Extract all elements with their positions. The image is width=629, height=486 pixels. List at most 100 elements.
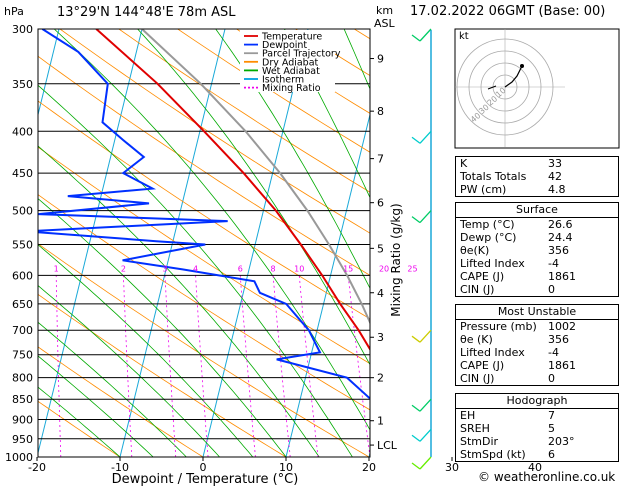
surface-row: CIN (J) 0 xyxy=(460,283,555,296)
km-tick-label: 9 xyxy=(377,53,384,66)
dry-adiabat-line xyxy=(38,400,121,457)
mixing-ratio-label: 20 xyxy=(379,264,389,273)
isotherm-line xyxy=(285,112,370,457)
isotherm-line xyxy=(202,29,309,457)
surface-row: Dewp (°C) 24.4 xyxy=(460,231,573,244)
hodo-row: EH 7 xyxy=(460,409,555,422)
pressure-tick-label: 900 xyxy=(12,414,33,427)
km-tick-label: LCL xyxy=(377,439,398,452)
pressure-tick-label: 700 xyxy=(12,324,33,337)
hodo-row: SREH 5 xyxy=(460,422,555,435)
km-tick-label: 3 xyxy=(377,331,384,344)
mixing-ratio-label: 3 xyxy=(162,264,167,273)
wet-adiabat-line xyxy=(284,29,370,199)
wind-barb xyxy=(419,130,432,144)
mixing-ratio-label: 4 xyxy=(193,264,198,273)
wind-barb xyxy=(419,28,432,42)
mixing-ratio-label: 10 xyxy=(294,264,304,273)
mixing-ratio-label: 2 xyxy=(121,264,126,273)
hodograph-unit-label: kt xyxy=(459,31,469,42)
wind-barb xyxy=(419,329,432,343)
altitude-axis: 9 8 7 6 5 4 3 2 1 LCL xyxy=(370,53,398,452)
date-header: 17.02.2022 06GMT (Base: 00) xyxy=(410,4,606,19)
wet-adiabat-line xyxy=(215,29,370,290)
km-tick-label: 7 xyxy=(377,153,384,166)
credit-text: © weatheronline.co.uk xyxy=(478,470,616,484)
profile-traces xyxy=(38,29,370,400)
wind-barb xyxy=(419,428,432,442)
km-tick-label: 5 xyxy=(377,242,384,255)
isotherm-line xyxy=(38,29,143,456)
mu-row: θe (K) 356 xyxy=(460,333,569,346)
index-row-pw: PW (cm) 4.8 xyxy=(460,183,566,196)
most-unstable-table: Most Unstable Pressure (mb) 1002 θe (K) 35… xyxy=(455,304,619,386)
legend-entry: Temperature xyxy=(261,32,322,43)
dry-adiabat-line xyxy=(38,55,370,276)
wet-adiabat-line xyxy=(38,321,187,457)
km-tick-label: 6 xyxy=(377,197,384,210)
surface-row: Lifted Index -4 xyxy=(460,257,559,270)
hpa-label: hPa xyxy=(4,5,24,18)
mixing-ratio-label: 6 xyxy=(238,264,243,273)
wind-barb-feather xyxy=(411,216,421,224)
mixing-ratio-line xyxy=(347,275,370,457)
x-tick-label: 0 xyxy=(200,461,207,474)
surface-header: Surface xyxy=(456,203,618,218)
pressure-axis: 300 350 400 450 500 550 600 650 700 750 800 850 900 9… xyxy=(5,23,33,464)
legend-entry: Dry Adiabat xyxy=(262,57,319,68)
chart-title: 13°29'N 144°48'E 78m ASL xyxy=(57,5,236,20)
isotherm-line xyxy=(38,29,60,117)
wind-barb-feather xyxy=(411,34,421,42)
legend-entry: Dewpoint xyxy=(262,40,307,51)
dry-adiabat-line xyxy=(38,194,370,411)
hodograph-endpoint xyxy=(520,64,524,68)
hodo-row: StmDir 203° xyxy=(460,435,575,448)
pressure-tick-label: 800 xyxy=(12,372,33,385)
hodograph-trace xyxy=(504,65,523,88)
x-tick-label: -20 xyxy=(28,461,46,474)
km-label: km xyxy=(376,4,393,17)
mixing-ratio-label: 8 xyxy=(271,264,276,273)
wind-barb-feather xyxy=(411,404,421,412)
wind-barb xyxy=(419,210,432,224)
storm-motion-marker xyxy=(487,85,497,90)
pressure-tick-label: 500 xyxy=(12,205,33,218)
wind-barb xyxy=(419,456,432,470)
pressure-tick-label: 850 xyxy=(12,393,33,406)
mixing-ratio-line xyxy=(123,275,133,457)
x-axis-title: Dewpoint / Temperature (°C) xyxy=(112,472,299,486)
dry-adiabat-line xyxy=(59,29,370,234)
pressure-tick-label: 1000 xyxy=(5,451,33,464)
pressure-tick-label: 650 xyxy=(12,298,33,311)
hodograph-frame xyxy=(454,28,620,149)
dry-adiabat-line xyxy=(177,29,370,153)
x-tick-label: 30 xyxy=(445,461,459,474)
dry-adiabat-line xyxy=(38,346,204,457)
pressure-tick-label: 350 xyxy=(12,78,33,91)
wind-barb-feather xyxy=(411,462,421,470)
mu-row: Pressure (mb) 1002 xyxy=(460,320,576,333)
dewpoint-trace xyxy=(38,29,370,400)
km-tick-label: 4 xyxy=(377,287,384,300)
index-row-totals: Totals Totals 42 xyxy=(460,170,562,183)
surface-row: θe(K) 356 xyxy=(460,244,569,257)
asl-label: ASL xyxy=(374,17,396,30)
indices-table: K 33 Totals Totals 42 PW (cm) 4.8 xyxy=(455,156,619,197)
temperature-trace xyxy=(95,29,370,352)
dry-adiabat-line xyxy=(118,29,370,193)
surface-table: Surface Temp (°C) 26.6 Dewp (°C) 24.4 θe(K… xyxy=(455,202,619,297)
x-tick-label: 20 xyxy=(362,461,376,474)
mixing-ratio-labels: 1 2 3 4 6 8 10 15 20 25 xyxy=(54,264,418,273)
mu-row: Lifted Index -4 xyxy=(460,346,559,359)
pressure-tick-label: 300 xyxy=(12,23,33,36)
wet-adiabat-line xyxy=(53,29,370,431)
plot-frame xyxy=(37,28,371,458)
x-tick-label: 40 xyxy=(528,461,542,474)
wet-adiabat-line xyxy=(38,355,154,457)
pressure-tick-label: 600 xyxy=(12,269,33,282)
km-tick-label: 2 xyxy=(377,372,384,385)
surface-row: Temp (°C) 26.6 xyxy=(460,218,573,231)
mixing-ratio-line xyxy=(164,275,177,457)
